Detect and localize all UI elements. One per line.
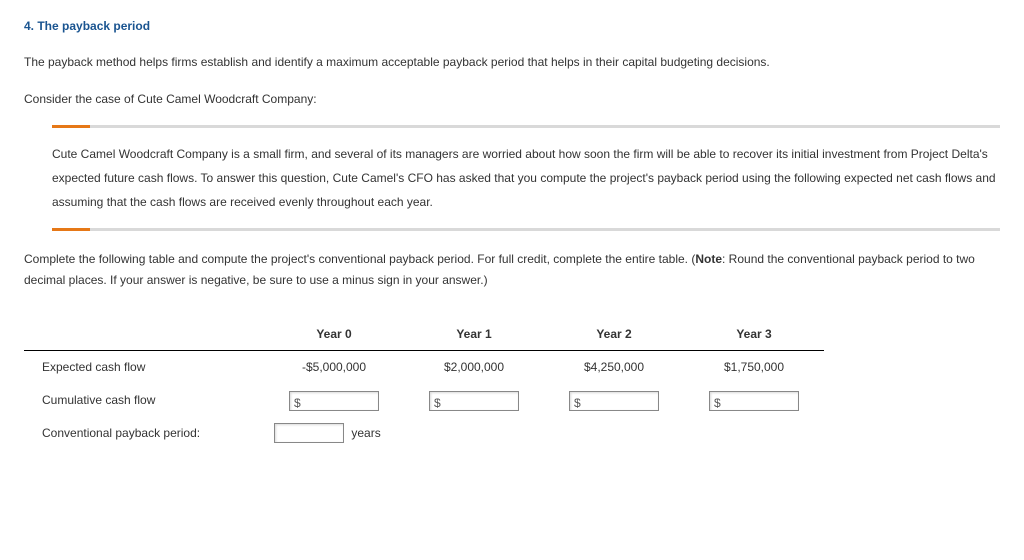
table-header-year2: Year 2 (544, 318, 684, 351)
intro-paragraph-2: Consider the case of Cute Camel Woodcraf… (24, 89, 1000, 109)
instructions-paragraph: Complete the following table and compute… (24, 249, 1000, 290)
intro-paragraph-1: The payback method helps firms establish… (24, 52, 1000, 72)
expected-y1: $2,000,000 (404, 351, 544, 384)
table-row-cumulative: Cumulative cash flow $ $ $ $ (24, 384, 824, 417)
instructions-note-bold: Note (695, 252, 722, 266)
expected-y3: $1,750,000 (684, 351, 824, 384)
row-label-cumulative: Cumulative cash flow (24, 384, 264, 417)
table-header-row: Year 0 Year 1 Year 2 Year 3 (24, 318, 824, 351)
table-row-payback: Conventional payback period: years (24, 417, 824, 450)
scenario-text: Cute Camel Woodcraft Company is a small … (52, 142, 1000, 214)
table-header-year0: Year 0 (264, 318, 404, 351)
row-label-expected: Expected cash flow (24, 351, 264, 384)
table-header-year3: Year 3 (684, 318, 824, 351)
cumulative-input-y2[interactable]: $ (569, 391, 659, 411)
table-header-blank (24, 318, 264, 351)
row-label-payback: Conventional payback period: (24, 417, 264, 450)
scenario-box: Cute Camel Woodcraft Company is a small … (52, 125, 1000, 231)
cumulative-input-y1[interactable]: $ (429, 391, 519, 411)
expected-y0: -$5,000,000 (264, 351, 404, 384)
payback-table-wrap: Year 0 Year 1 Year 2 Year 3 Expected cas… (24, 318, 1000, 450)
table-header-year1: Year 1 (404, 318, 544, 351)
instructions-pre: Complete the following table and compute… (24, 252, 695, 266)
cumulative-input-y0[interactable]: $ (289, 391, 379, 411)
payback-table: Year 0 Year 1 Year 2 Year 3 Expected cas… (24, 318, 824, 450)
expected-y2: $4,250,000 (544, 351, 684, 384)
rule-bottom (52, 228, 1000, 231)
cumulative-input-y3[interactable]: $ (709, 391, 799, 411)
rule-top (52, 125, 1000, 128)
payback-input[interactable] (274, 423, 344, 443)
question-heading: 4. The payback period (24, 16, 1000, 36)
payback-unit-label: years (351, 423, 380, 443)
table-row-expected: Expected cash flow -$5,000,000 $2,000,00… (24, 351, 824, 384)
